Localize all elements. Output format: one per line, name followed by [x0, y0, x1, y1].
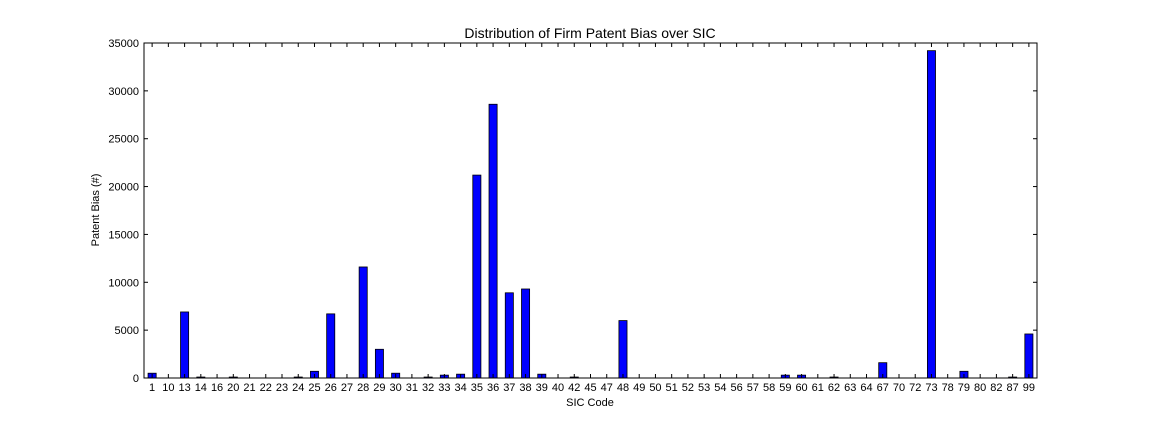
x-axis-label: SIC Code [566, 397, 614, 409]
bar-sic-28 [359, 267, 367, 378]
x-tick-label: 29 [373, 382, 385, 394]
x-tick-label: 34 [454, 382, 466, 394]
x-tick-label: 72 [909, 382, 921, 394]
chart-title: Distribution of Firm Patent Bias over SI… [464, 25, 715, 41]
x-tick-label: 70 [893, 382, 905, 394]
x-tick-label: 27 [341, 382, 353, 394]
y-tick-label: 5000 [115, 325, 139, 337]
bars-group [148, 51, 1033, 378]
x-tick-label: 82 [990, 382, 1002, 394]
x-tick-label: 49 [633, 382, 645, 394]
x-tick-label: 73 [925, 382, 937, 394]
y-tick-label: 10000 [108, 277, 139, 289]
x-tick-label: 67 [877, 382, 889, 394]
bar-sic-26 [327, 314, 335, 378]
x-tick-label: 32 [422, 382, 434, 394]
bar-sic-38 [522, 289, 530, 378]
x-tick-label: 52 [682, 382, 694, 394]
x-tick-label: 21 [243, 382, 255, 394]
x-tick-label: 79 [958, 382, 970, 394]
x-tick-label: 62 [828, 382, 840, 394]
x-tick-label: 56 [731, 382, 743, 394]
y-axis-label: Patent Bias (#) [90, 174, 102, 247]
x-tick-label: 23 [276, 382, 288, 394]
y-tick-label: 15000 [108, 229, 139, 241]
x-tick-label: 31 [406, 382, 418, 394]
x-tick-label: 50 [649, 382, 661, 394]
x-tick-label: 63 [844, 382, 856, 394]
x-tick-label: 24 [292, 382, 304, 394]
x-tick-label: 48 [617, 382, 629, 394]
x-tick-label: 30 [390, 382, 402, 394]
x-tick-label: 13 [178, 382, 190, 394]
x-tick-label: 10 [162, 382, 174, 394]
x-tick-label: 14 [195, 382, 207, 394]
y-tick-label: 0 [133, 373, 139, 385]
x-tick-label: 42 [568, 382, 580, 394]
y-tick-label: 35000 [108, 38, 139, 50]
x-tick-label: 53 [698, 382, 710, 394]
y-tick-label: 25000 [108, 134, 139, 146]
x-tick-label: 28 [357, 382, 369, 394]
x-tick-label: 35 [471, 382, 483, 394]
x-tick-label: 80 [974, 382, 986, 394]
bar-sic-48 [619, 321, 627, 378]
x-tick-label: 36 [487, 382, 499, 394]
y-tick-label: 30000 [108, 86, 139, 98]
bar-sic-29 [375, 349, 383, 378]
bar-sic-13 [181, 312, 189, 378]
x-tick-label: 60 [795, 382, 807, 394]
x-tick-label: 1 [149, 382, 155, 394]
bar-sic-73 [927, 51, 935, 378]
x-tick-label: 61 [812, 382, 824, 394]
y-axis-ticks: 0 5000 10000 15000 20000 25000 30000 35000 [108, 38, 1037, 385]
x-axis-ticks: 1 10 13 14 16 20 21 22 23 24 25 26 27 28 29 30 31 32 33 34 3… [149, 43, 1035, 394]
x-tick-label: 57 [747, 382, 759, 394]
x-tick-label: 33 [438, 382, 450, 394]
x-tick-label: 39 [536, 382, 548, 394]
x-tick-label: 38 [519, 382, 531, 394]
x-tick-label: 25 [308, 382, 320, 394]
x-tick-label: 59 [779, 382, 791, 394]
x-tick-label: 58 [763, 382, 775, 394]
x-tick-label: 51 [666, 382, 678, 394]
x-tick-label: 54 [714, 382, 726, 394]
x-tick-label: 87 [1007, 382, 1019, 394]
x-tick-label: 64 [860, 382, 872, 394]
x-tick-label: 22 [260, 382, 272, 394]
x-tick-label: 37 [503, 382, 515, 394]
x-tick-label: 40 [552, 382, 564, 394]
y-tick-label: 20000 [108, 182, 139, 194]
x-tick-label: 16 [211, 382, 223, 394]
bar-sic-37 [505, 293, 513, 378]
bar-sic-35 [473, 175, 481, 378]
x-tick-label: 99 [1023, 382, 1035, 394]
x-tick-label: 45 [584, 382, 596, 394]
plot-frame [144, 43, 1037, 378]
x-tick-label: 20 [227, 382, 239, 394]
bar-sic-36 [489, 104, 497, 378]
x-tick-label: 26 [325, 382, 337, 394]
bar-sic-99 [1025, 334, 1033, 378]
x-tick-label: 47 [601, 382, 613, 394]
x-tick-label: 78 [942, 382, 954, 394]
